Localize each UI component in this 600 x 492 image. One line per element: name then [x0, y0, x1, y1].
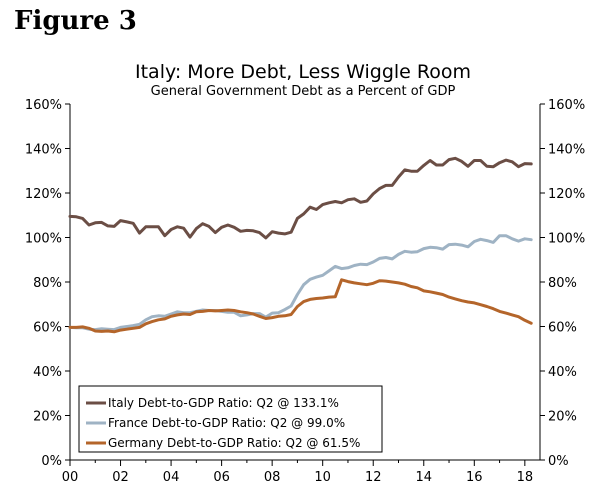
legend-label: Germany Debt-to-GDP Ratio: Q2 @ 61.5%	[108, 436, 360, 450]
y-tick-label-right: 160%	[548, 98, 585, 113]
y-tick-label-right: 80%	[548, 276, 577, 291]
x-tick-label: 10	[314, 470, 331, 485]
y-tick-label-right: 140%	[548, 143, 585, 158]
y-tick-label-right: 100%	[548, 232, 585, 247]
y-tick-label-right: 40%	[548, 365, 577, 380]
x-tick-label: 12	[365, 470, 382, 485]
legend-label: Italy Debt-to-GDP Ratio: Q2 @ 133.1%	[108, 396, 339, 410]
series-line-france	[68, 234, 533, 332]
series-lines	[68, 156, 533, 334]
x-tick-label: 08	[264, 470, 281, 485]
y-tick-label-left: 80%	[33, 276, 62, 291]
y-tick-label-left: 120%	[25, 187, 62, 202]
x-tick-label: 04	[163, 470, 180, 485]
y-tick-label-right: 120%	[548, 187, 585, 202]
y-tick-label-left: 100%	[25, 232, 62, 247]
x-tick-label: 18	[517, 470, 534, 485]
chart-title: Italy: More Debt, Less Wiggle Room	[135, 61, 471, 83]
x-tick-label: 00	[62, 470, 79, 485]
x-tick-label: 02	[112, 470, 129, 485]
series-line-italy	[68, 156, 533, 240]
y-tick-label-left: 140%	[25, 143, 62, 158]
y-tick-label-left: 0%	[41, 454, 62, 469]
x-tick-label: 14	[415, 470, 432, 485]
y-tick-label-right: 0%	[548, 454, 569, 469]
y-tick-label-left: 20%	[33, 410, 62, 425]
chart-subtitle: General Government Debt as a Percent of …	[151, 84, 456, 99]
x-tick-label: 06	[213, 470, 230, 485]
y-tick-label-left: 160%	[25, 98, 62, 113]
legend-label: France Debt-to-GDP Ratio: Q2 @ 99.0%	[108, 416, 345, 430]
series-line-germany	[68, 278, 533, 334]
axes: 0% 0% 20% 20% 40% 40% 60% 60% 80% 80% 100% 100% 120%…	[25, 98, 585, 485]
x-tick-label: 16	[466, 470, 483, 485]
figure-label: Figure 3	[14, 6, 137, 36]
y-tick-label-right: 20%	[548, 410, 577, 425]
legend-box	[78, 385, 383, 453]
y-tick-label-right: 60%	[548, 321, 577, 336]
y-tick-label-left: 60%	[33, 321, 62, 336]
y-tick-label-left: 40%	[33, 365, 62, 380]
legend: Italy Debt-to-GDP Ratio: Q2 @ 133.1% Fran…	[78, 385, 383, 453]
